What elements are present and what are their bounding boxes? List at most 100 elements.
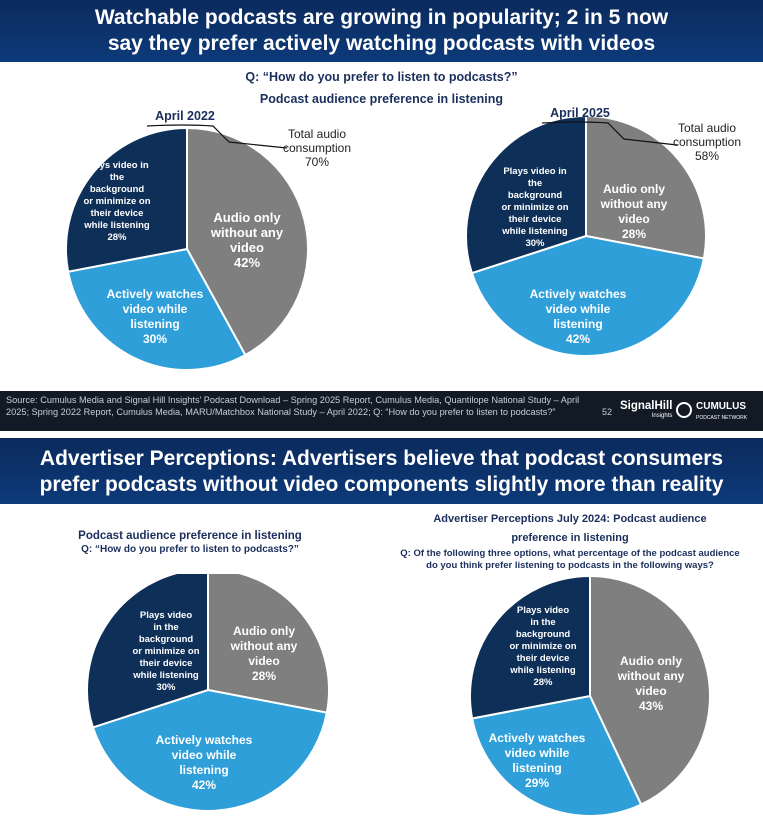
slice-label-line: while listening: [509, 665, 576, 676]
annotation-line: consumption: [283, 141, 351, 155]
slice-label-line: the: [110, 172, 124, 183]
slice-label-line: Audio only: [620, 654, 682, 668]
slide2-right-question-line2: do you think prefer listening to podcast…: [426, 560, 714, 571]
slice-label-line: Plays video: [517, 605, 569, 616]
pie-slice-2: [86, 574, 209, 729]
slice-label-line: 28%: [533, 677, 553, 688]
slide2-title-banner: Advertiser Perceptions: Advertisers beli…: [0, 438, 763, 504]
slice-label-line: 42%: [566, 332, 590, 346]
slice-label-line: their device: [509, 214, 562, 225]
slice-label-line: listening: [179, 763, 228, 777]
pie-slice-1: [470, 234, 706, 357]
slice-label-2: Plays video in the background or minimize o…: [509, 605, 576, 688]
slide1-title-banner: Watchable podcasts are growing in popula…: [0, 0, 763, 62]
slice-label-line: Actively watches: [489, 731, 586, 745]
slice-label-line: 28%: [107, 232, 127, 243]
slice-label-line: 28%: [252, 669, 276, 683]
slice-label-line: without any: [617, 669, 685, 683]
slice-label-line: video: [618, 212, 649, 226]
pie-slice-0: [186, 126, 309, 357]
pie-title: April 2022: [155, 109, 215, 123]
slice-label-2: Plays video in the background or minimize o…: [501, 166, 568, 249]
pie-slice-0: [207, 574, 330, 714]
slice-label-line: or minimize on: [83, 196, 150, 207]
slice-label-line: Actively watches: [156, 733, 253, 747]
slide1-question: Q: “How do you prefer to listen to podca…: [245, 70, 518, 84]
annotation-line: Total audio: [288, 127, 346, 141]
pie-slice-1: [91, 688, 329, 812]
pie-slice-0: [589, 574, 711, 806]
slice-label-line: while listening: [132, 670, 199, 681]
slice-label-0: Audio only without any video 42%: [210, 210, 284, 270]
cumulus-logo-text: CUMULUS: [696, 401, 746, 412]
annotation-line: Total audio: [678, 121, 736, 135]
pie-slice-2: [65, 126, 188, 273]
slice-label-line: without any: [600, 197, 668, 211]
annotation-line: consumption: [673, 135, 741, 149]
slice-label-line: Plays video in: [85, 160, 149, 171]
slice-label-line: without any: [210, 225, 284, 240]
slice-label-line: Actively watches: [107, 287, 204, 301]
slide2-left-subtitle: Podcast audience preference in listening: [78, 530, 302, 542]
annotation-line: 58%: [695, 149, 719, 163]
slice-label-line: 42%: [234, 255, 260, 270]
slide1-title-line2: say they prefer actively watching podcas…: [107, 32, 656, 55]
pie-slice-1: [66, 247, 247, 371]
annotation-bracket: [146, 124, 288, 149]
slice-label-1: Actively watches video while listening 29%: [489, 731, 586, 790]
source-note: Source: Cumulus Media and Signal Hill In…: [6, 395, 580, 417]
pie-slice-0: [585, 114, 707, 260]
slice-label-line: 30%: [156, 682, 176, 693]
slice-label-line: background: [508, 190, 563, 201]
slice-label-line: listening: [130, 317, 179, 331]
annotation-bracket: [541, 121, 678, 146]
slide1-title-line1: Watchable podcasts are growing in popula…: [94, 6, 669, 29]
slide2-right-question-line1: Q: Of the following three options, what …: [400, 548, 740, 559]
slide1-footer: Source: Cumulus Media and Signal Hill In…: [0, 391, 763, 431]
slice-label-line: while listening: [501, 226, 568, 237]
pie-slice-2: [469, 574, 591, 720]
slide2-right-subtitle-line1: Advertiser Perceptions July 2024: Podcas…: [433, 513, 707, 525]
slice-label-line: 42%: [192, 778, 216, 792]
slice-label-line: 43%: [639, 699, 663, 713]
slice-label-line: Plays video in: [503, 166, 567, 177]
slice-label-line: 30%: [143, 332, 167, 346]
pie-title: April 2025: [550, 106, 610, 120]
slice-label-1: Actively watches video while listening 30%: [107, 287, 204, 346]
slice-label-line: video: [248, 654, 279, 668]
total-audio-annotation: Total audio consumption 70%: [283, 127, 351, 169]
cumulus-logo-sub: PODCAST NETWORK: [696, 415, 748, 421]
signal-hill-logo: SignalHill Insights: [620, 400, 673, 422]
slice-label-line: video while: [505, 746, 570, 760]
cumulus-logo-icon: [676, 402, 692, 418]
pie-chart-april-2022: Audio only without any video 42%Actively wa…: [65, 109, 351, 371]
slice-label-line: background: [90, 184, 145, 195]
slide1-subtitle: Podcast audience preference in listening: [259, 92, 504, 106]
slice-label-0: Audio only without any video 43%: [617, 654, 685, 713]
slice-label-line: background: [139, 634, 194, 645]
slice-label-line: listening: [512, 761, 561, 775]
slice-label-line: 30%: [525, 238, 545, 249]
signal-hill-logo-text: SignalHill: [620, 400, 673, 412]
slice-label-line: background: [516, 629, 571, 640]
slice-label-line: or minimize on: [509, 641, 576, 652]
slice-label-line: video while: [546, 302, 611, 316]
cumulus-logo: CUMULUS PODCAST NETWORK: [676, 399, 762, 423]
slice-label-line: in the: [153, 622, 178, 633]
slice-label-line: 29%: [525, 776, 549, 790]
slice-label-line: their device: [91, 208, 144, 219]
pie-chart-actual-2025: Audio only without any video 28% Actively wa…: [86, 574, 330, 812]
slice-label-line: in the: [530, 617, 555, 628]
slice-label-line: or minimize on: [501, 202, 568, 213]
pie-slice-2: [465, 114, 587, 275]
pie-chart-april-2025: Audio only without any video 28% Actively wa…: [465, 106, 741, 357]
slice-label-line: or minimize on: [132, 646, 199, 657]
slice-label-1: Actively watches video while listening 42%: [530, 287, 627, 346]
slide2-title-line1: Advertiser Perceptions: Advertisers beli…: [39, 447, 724, 470]
slice-label-2: Plays video in the background or minimize o…: [132, 610, 199, 693]
slice-label-line: Actively watches: [530, 287, 627, 301]
slide1-pie-charts: Audio only without any video 42%Actively wa…: [65, 106, 741, 371]
slice-label-line: Audio only: [603, 182, 665, 196]
slice-label-line: video while: [123, 302, 188, 316]
slice-label-line: without any: [230, 639, 298, 653]
